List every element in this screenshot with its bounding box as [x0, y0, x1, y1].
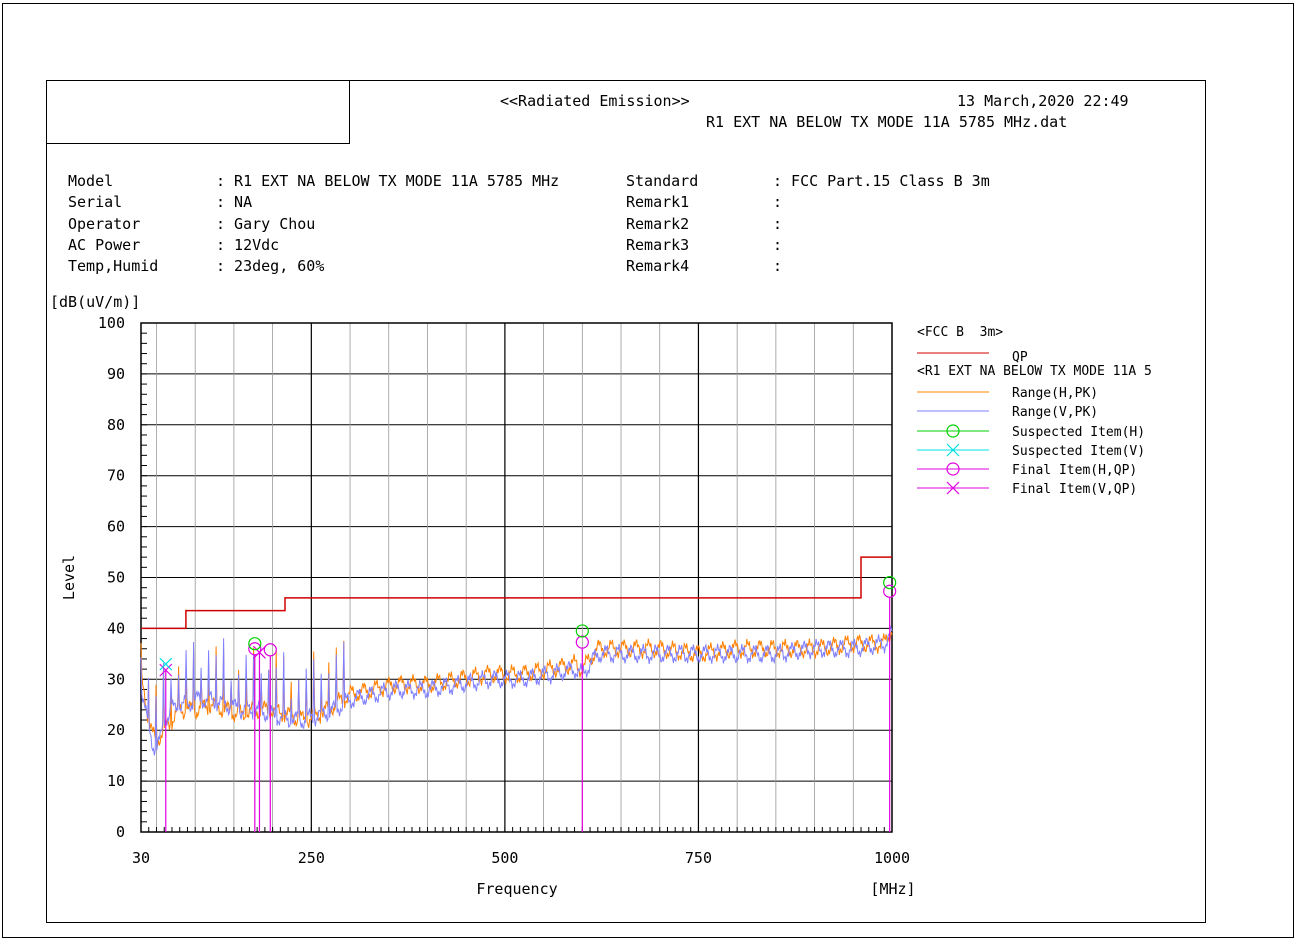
y-tick-label: 100 — [98, 314, 125, 332]
legend-entry-label: Range(H,PK) — [1012, 386, 1098, 401]
y-axis-title: Level — [60, 555, 78, 600]
x-tick-label: 500 — [491, 849, 518, 867]
y-tick-label: 20 — [107, 721, 125, 739]
legend-entry-label: Range(V,PK) — [1012, 405, 1098, 420]
x-tick-label: 750 — [685, 849, 712, 867]
legend-group-measurement: <R1 EXT NA BELOW TX MODE 11A 5 — [917, 364, 1152, 379]
y-tick-label: 90 — [107, 365, 125, 383]
y-tick-label: 60 — [107, 518, 125, 536]
legend-entry-label: Final Item(H,QP) — [1012, 463, 1137, 478]
y-tick-label: 70 — [107, 467, 125, 485]
y-tick-label: 10 — [107, 772, 125, 790]
x-tick-label: 1000 — [874, 849, 910, 867]
x-tick-label: 30 — [132, 849, 150, 867]
legend-group-fcc: <FCC B 3m> — [917, 325, 1003, 340]
x-tick-label: 250 — [298, 849, 325, 867]
legend-entry-label: QP — [1012, 350, 1028, 365]
x-axis-title: Frequency — [476, 880, 557, 898]
y-tick-label: 30 — [107, 670, 125, 688]
y-tick-label: 0 — [116, 823, 125, 841]
legend-entry-label: Final Item(V,QP) — [1012, 482, 1137, 497]
y-tick-label: 40 — [107, 619, 125, 637]
x-axis-unit: [MHz] — [870, 880, 915, 898]
legend-entry-label: Suspected Item(H) — [1012, 425, 1145, 440]
y-tick-label: 80 — [107, 416, 125, 434]
legend-entry-label: Suspected Item(V) — [1012, 444, 1145, 459]
y-tick-label: 50 — [107, 569, 125, 587]
